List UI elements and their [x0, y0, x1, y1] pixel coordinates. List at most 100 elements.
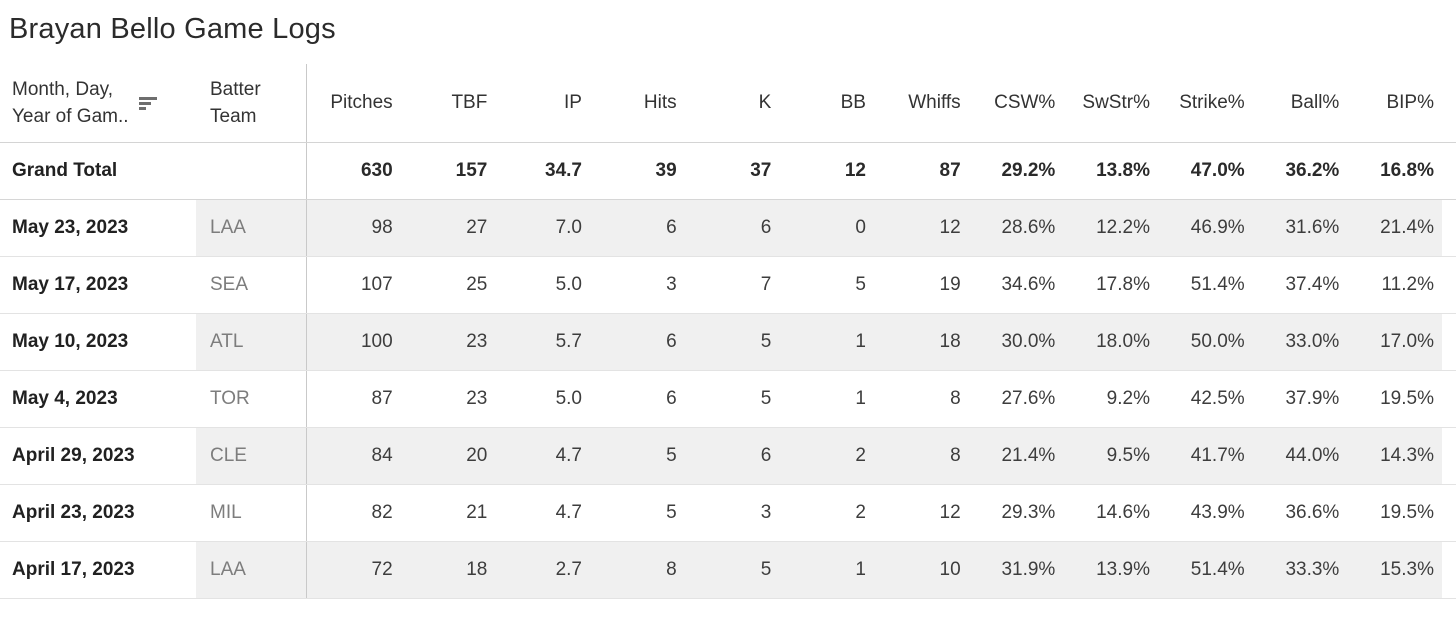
stat-cell[interactable]: 23	[466, 388, 488, 409]
game-date-cell[interactable]: April 17, 2023	[0, 542, 196, 598]
column-header-bip-pct[interactable]: BIP%	[1386, 92, 1434, 113]
stat-cell[interactable]: 84	[306, 428, 401, 484]
stat-cell[interactable]: 51.4%	[1190, 274, 1245, 295]
stat-cell[interactable]: 100	[306, 314, 401, 370]
stat-cell[interactable]: 12	[873, 200, 969, 256]
stat-cell[interactable]: 6	[589, 314, 685, 370]
grand-total-value[interactable]: 12	[844, 160, 866, 181]
game-date-cell[interactable]: May 17, 2023	[0, 257, 196, 313]
stat-cell[interactable]: 1	[779, 542, 874, 598]
column-header-tbf[interactable]: TBF	[451, 92, 488, 113]
batter-team-cell[interactable]: LAA	[196, 542, 306, 598]
game-date-cell[interactable]: May 23, 2023	[0, 200, 196, 256]
grand-total-value[interactable]: 34.7	[545, 160, 582, 181]
stat-cell[interactable]: 37.9%	[1285, 388, 1340, 409]
stat-cell[interactable]: 5.0	[555, 388, 582, 409]
stat-cell[interactable]: 19.5%	[1380, 388, 1434, 409]
stat-cell[interactable]: 14.3%	[1347, 428, 1442, 484]
column-header-whiffs[interactable]: Whiffs	[908, 92, 961, 113]
column-header-ball-pct[interactable]: Ball%	[1290, 92, 1340, 113]
stat-cell[interactable]: 12	[939, 502, 961, 523]
stat-cell[interactable]: 12.2%	[1063, 200, 1158, 256]
stat-cell[interactable]: 41.7%	[1157, 428, 1253, 484]
stat-cell[interactable]: 27.6%	[1001, 388, 1056, 409]
stat-cell[interactable]: 19	[939, 274, 961, 295]
stat-cell[interactable]: 10	[873, 542, 969, 598]
stat-cell[interactable]: 33.3%	[1252, 542, 1348, 598]
stat-cell[interactable]: 8	[873, 428, 969, 484]
stat-cell[interactable]: 51.4%	[1157, 542, 1253, 598]
grand-total-value[interactable]: 47.0%	[1190, 160, 1245, 181]
stat-cell[interactable]: 4.7	[495, 428, 590, 484]
stat-cell[interactable]: 8	[950, 388, 961, 409]
stat-cell[interactable]: 3	[760, 502, 772, 523]
column-header-csw-pct[interactable]: CSW%	[994, 92, 1056, 113]
stat-cell[interactable]: 17.0%	[1347, 314, 1442, 370]
stat-cell[interactable]: 5	[684, 314, 780, 370]
stat-cell[interactable]: 2.7	[495, 542, 590, 598]
stat-cell[interactable]: 82	[306, 485, 401, 541]
stat-cell[interactable]: 27	[400, 200, 496, 256]
stat-cell[interactable]: 31.9%	[968, 542, 1064, 598]
stat-cell[interactable]: 1	[779, 314, 874, 370]
stat-cell[interactable]: 36.6%	[1285, 502, 1340, 523]
stat-cell[interactable]: 8	[589, 542, 685, 598]
stat-cell[interactable]: 18	[400, 542, 496, 598]
stat-cell[interactable]: 15.3%	[1347, 542, 1442, 598]
column-header-strike-pct[interactable]: Strike%	[1179, 92, 1245, 113]
stat-cell[interactable]: 18	[873, 314, 969, 370]
sort-descending-icon[interactable]	[138, 96, 158, 110]
stat-cell[interactable]: 7	[760, 274, 772, 295]
stat-cell[interactable]: 98	[306, 200, 401, 256]
stat-cell[interactable]: 6	[589, 200, 685, 256]
grand-total-value[interactable]: 29.2%	[1001, 160, 1056, 181]
grand-total-value[interactable]: 157	[455, 160, 488, 181]
grand-total-value[interactable]: 630	[306, 143, 401, 199]
stat-cell[interactable]: 21.4%	[1347, 200, 1442, 256]
batter-team-cell[interactable]: LAA	[196, 200, 306, 256]
stat-cell[interactable]: 5.7	[495, 314, 590, 370]
column-header-hits[interactable]: Hits	[643, 92, 677, 113]
grand-total-label[interactable]: Grand Total	[0, 143, 196, 199]
stat-cell[interactable]: 5	[855, 274, 866, 295]
stat-cell[interactable]: 44.0%	[1252, 428, 1348, 484]
batter-team-cell[interactable]: MIL	[210, 502, 242, 523]
stat-cell[interactable]: 25	[466, 274, 488, 295]
stat-cell[interactable]: 20	[400, 428, 496, 484]
stat-cell[interactable]: 43.9%	[1190, 502, 1245, 523]
stat-cell[interactable]: 6	[684, 200, 780, 256]
stat-cell[interactable]: 9.5%	[1063, 428, 1158, 484]
column-header-k[interactable]: K	[758, 92, 772, 113]
stat-cell[interactable]: 17.8%	[1096, 274, 1150, 295]
game-date-cell[interactable]: May 10, 2023	[0, 314, 196, 370]
batter-team-cell[interactable]: TOR	[210, 388, 250, 409]
grand-total-value[interactable]: 36.2%	[1285, 160, 1340, 181]
grand-total-value[interactable]: 87	[939, 160, 961, 181]
stat-cell[interactable]: 107	[306, 257, 401, 313]
batter-team-cell[interactable]: ATL	[196, 314, 306, 370]
stat-cell[interactable]: 46.9%	[1157, 200, 1253, 256]
stat-cell[interactable]: 50.0%	[1157, 314, 1253, 370]
column-header-swstr-pct[interactable]: SwStr%	[1082, 92, 1150, 113]
stat-cell[interactable]: 34.6%	[1001, 274, 1056, 295]
game-date-cell[interactable]: April 29, 2023	[0, 428, 196, 484]
stat-cell[interactable]: 19.5%	[1380, 502, 1434, 523]
stat-cell[interactable]: 33.0%	[1252, 314, 1348, 370]
stat-cell[interactable]: 21	[466, 502, 488, 523]
stat-cell[interactable]: 30.0%	[968, 314, 1064, 370]
game-date-cell[interactable]: April 23, 2023	[0, 485, 196, 541]
grand-total-value[interactable]: 37	[750, 160, 772, 181]
column-header-pitches[interactable]: Pitches	[306, 64, 401, 142]
stat-cell[interactable]: 9.2%	[1106, 388, 1150, 409]
stat-cell[interactable]: 5	[760, 388, 772, 409]
stat-cell[interactable]: 1	[855, 388, 866, 409]
stat-cell[interactable]: 87	[306, 371, 401, 427]
game-date-cell[interactable]: May 4, 2023	[0, 371, 196, 427]
column-header-ip[interactable]: IP	[564, 92, 582, 113]
stat-cell[interactable]: 6	[684, 428, 780, 484]
stat-cell[interactable]: 5.0	[555, 274, 582, 295]
stat-cell[interactable]: 3	[666, 274, 677, 295]
stat-cell[interactable]: 5	[666, 502, 677, 523]
stat-cell[interactable]: 5	[684, 542, 780, 598]
stat-cell[interactable]: 31.6%	[1252, 200, 1348, 256]
